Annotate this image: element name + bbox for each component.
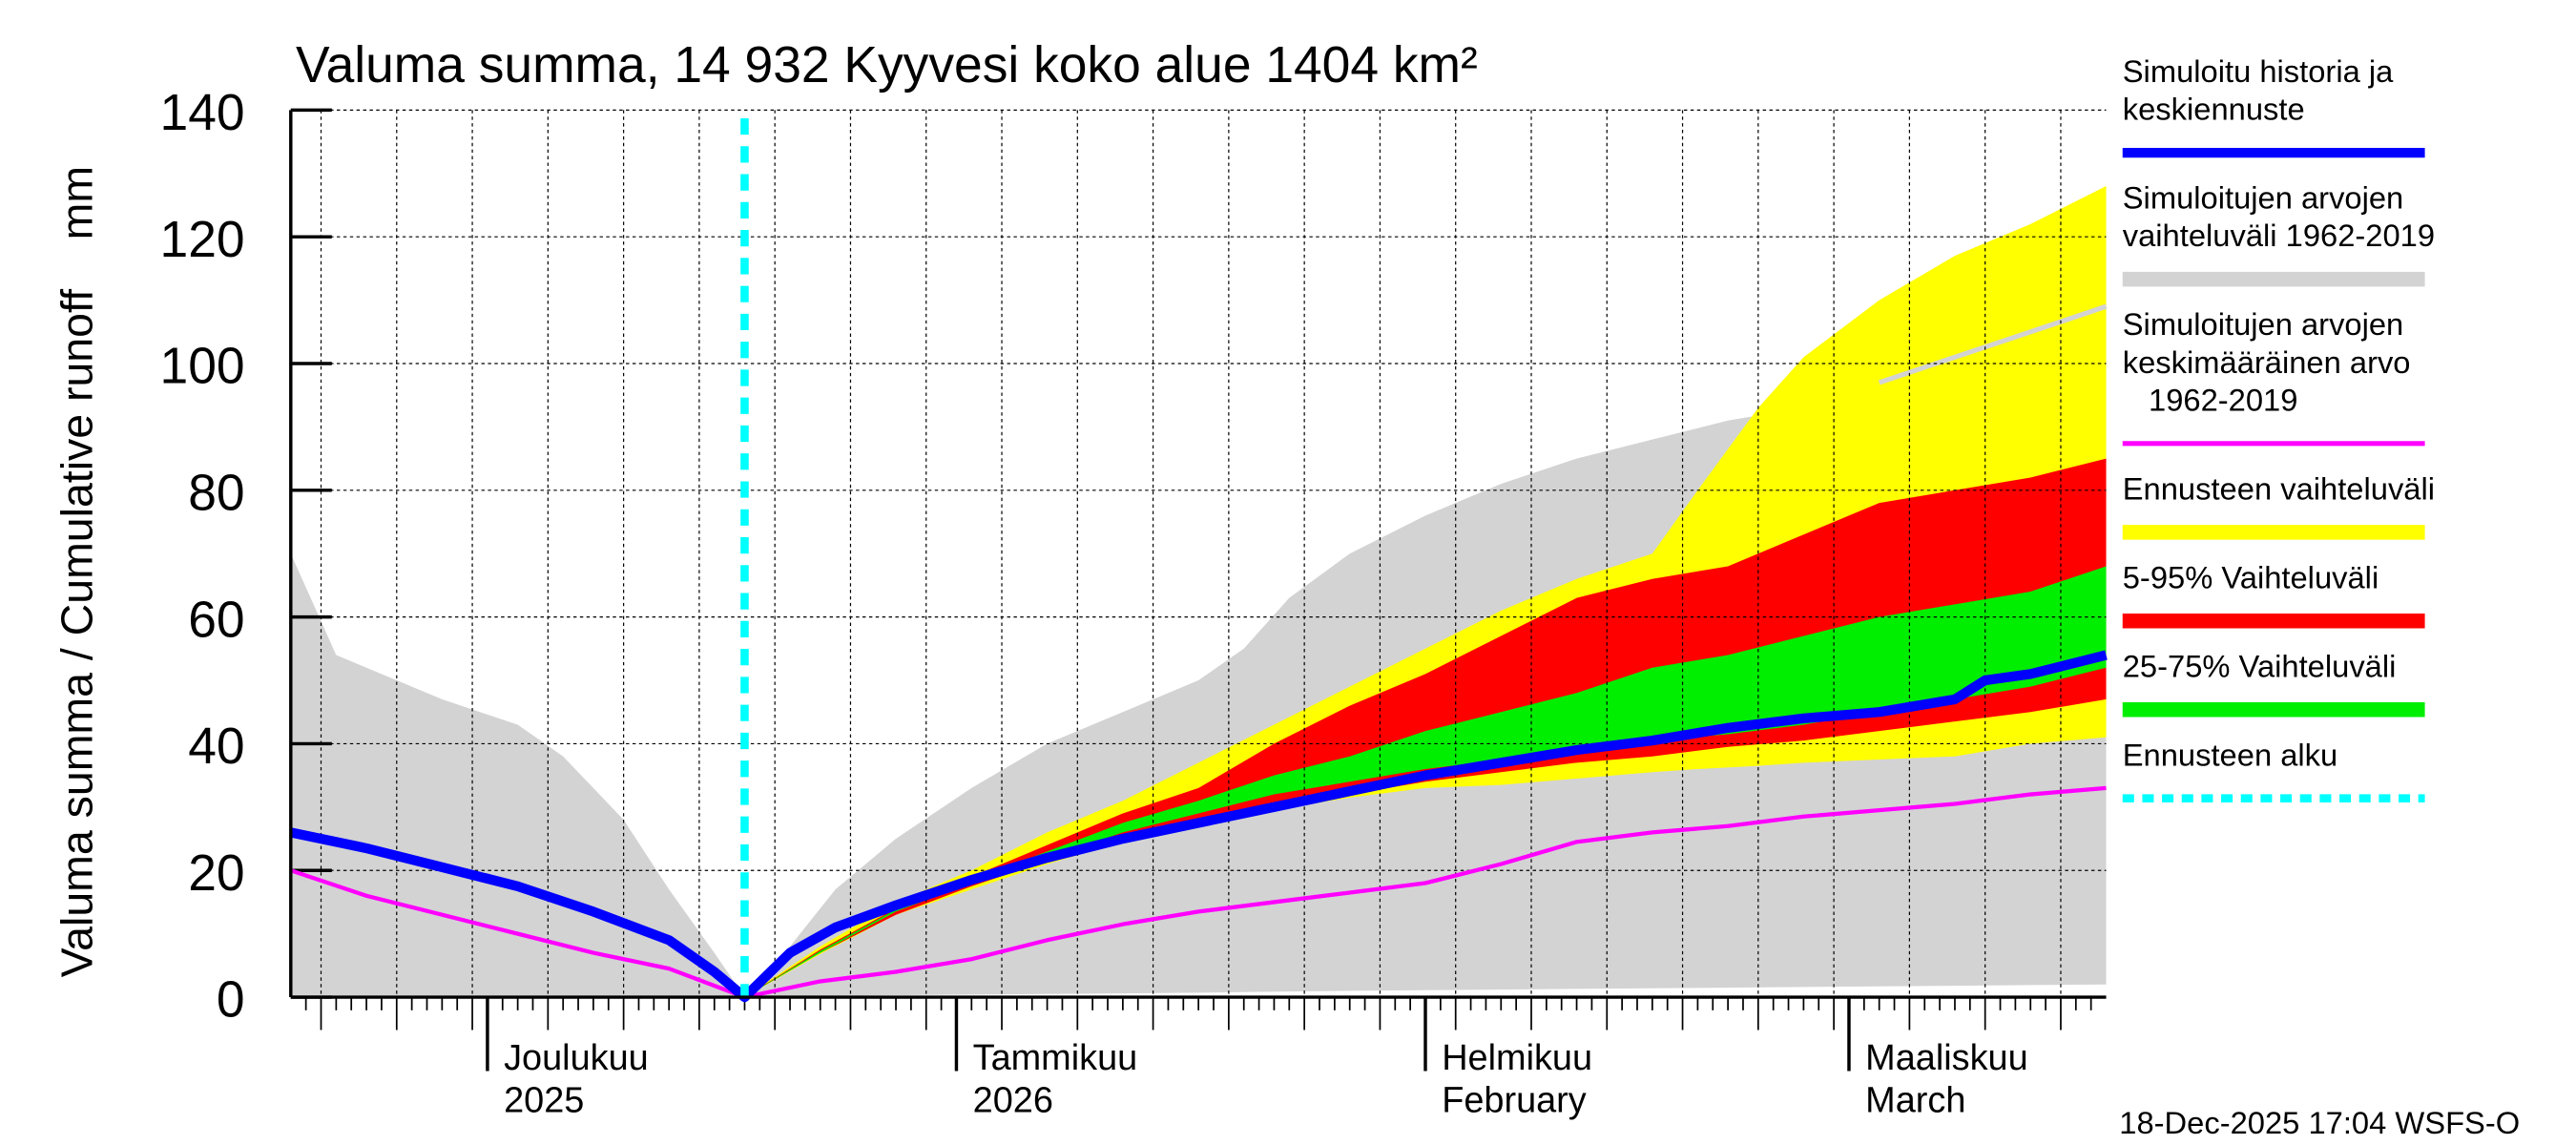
band-2 xyxy=(744,458,2107,998)
year-label: 2026 xyxy=(973,1081,1053,1121)
legend-label: Ennusteen vaihteluväli xyxy=(2123,470,2435,506)
month-label: Tammikuu xyxy=(973,1038,1138,1078)
legend-label: 25-75% Vaihteluväli xyxy=(2123,648,2397,683)
y-tick-label: 80 xyxy=(188,465,244,521)
y-tick-label: 100 xyxy=(160,339,245,395)
legend-label: keskimääräinen arvo xyxy=(2123,344,2411,380)
month-label: Helmikuu xyxy=(1442,1038,1592,1078)
legend-label: 1962-2019 xyxy=(2123,382,2298,417)
year-label: 2025 xyxy=(504,1081,584,1121)
y-tick-label: 20 xyxy=(188,845,244,902)
legend-label: Simuloitujen arvojen xyxy=(2123,306,2404,342)
legend-label: Simuloitu historia ja xyxy=(2123,53,2394,89)
band-3 xyxy=(744,566,2107,998)
y-tick-label: 0 xyxy=(217,972,245,1029)
grey-band-edge xyxy=(1878,303,2108,385)
chart-title: Valuma summa, 14 932 Kyyvesi koko alue 1… xyxy=(296,37,1478,94)
legend-label: keskiennuste xyxy=(2123,92,2305,127)
y-tick-label: 140 xyxy=(160,85,245,141)
band-0 xyxy=(290,306,2107,998)
legend-label: Simuloitujen arvojen xyxy=(2123,180,2404,216)
legend-label: 5-95% Vaihteluväli xyxy=(2123,559,2379,594)
month-label: Maaliskuu xyxy=(1865,1038,2027,1078)
y-axis-label: Valuma summa / Cumulative runoff mm xyxy=(52,166,101,977)
y-tick-label: 60 xyxy=(188,592,244,648)
year-label: March xyxy=(1865,1081,1965,1121)
month-label: Joulukuu xyxy=(504,1038,649,1078)
series-line-4 xyxy=(290,785,2107,1000)
legend-label: Ennusteen alku xyxy=(2123,737,2337,772)
y-tick-label: 40 xyxy=(188,718,244,775)
series-line-5 xyxy=(289,650,2108,1003)
year-label: February xyxy=(1442,1081,1587,1121)
legend-label: vaihteluväli 1962-2019 xyxy=(2123,218,2435,253)
timestamp-footer: 18-Dec-2025 17:04 WSFS-O xyxy=(2119,1105,2520,1140)
y-tick-label: 120 xyxy=(160,212,245,268)
